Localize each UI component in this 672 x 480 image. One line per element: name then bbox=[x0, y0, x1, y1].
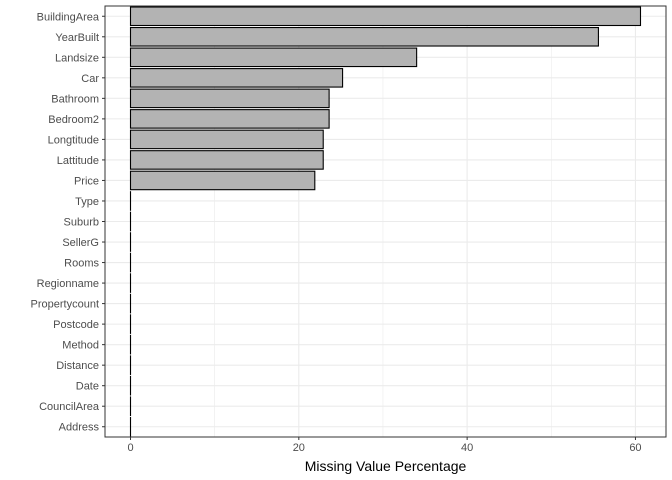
x-tick-label: 20 bbox=[293, 442, 305, 454]
bar bbox=[129, 129, 324, 150]
y-tick-label: BuildingArea bbox=[37, 11, 100, 23]
y-tick-label: Distance bbox=[56, 360, 99, 372]
y-tick-label: Postcode bbox=[53, 319, 99, 331]
x-axis-title: Missing Value Percentage bbox=[305, 458, 467, 474]
y-tick-label: Landsize bbox=[55, 52, 99, 64]
y-tick-label: Price bbox=[74, 175, 99, 187]
y-tick-label: Type bbox=[75, 196, 99, 208]
y-tick-label: Suburb bbox=[64, 217, 99, 229]
x-axis-ticks: 0 20 40 60 bbox=[127, 437, 642, 454]
bar bbox=[129, 150, 324, 170]
y-axis-ticks: BuildingArea YearBuilt Landsize Car Bathroom… bbox=[31, 11, 105, 434]
x-tick-label: 40 bbox=[461, 442, 473, 454]
y-tick-label: Car bbox=[81, 73, 99, 85]
y-tick-label: Rooms bbox=[64, 258, 99, 270]
bar bbox=[129, 6, 642, 27]
bar bbox=[129, 26, 599, 47]
x-tick-label: 0 bbox=[127, 442, 133, 454]
y-tick-label: Lattitude bbox=[57, 155, 99, 167]
y-tick-label: Propertycount bbox=[31, 299, 99, 311]
bar bbox=[129, 109, 330, 129]
y-tick-label: Bedroom2 bbox=[48, 114, 99, 126]
y-tick-label: CouncilArea bbox=[39, 401, 100, 413]
bars bbox=[129, 6, 642, 437]
y-tick-label: SellerG bbox=[62, 237, 99, 249]
bar bbox=[129, 68, 344, 88]
x-tick-label: 60 bbox=[629, 442, 641, 454]
bar bbox=[129, 170, 316, 191]
y-tick-label: Address bbox=[59, 422, 100, 434]
y-tick-label: Method bbox=[62, 340, 99, 352]
bar bbox=[129, 88, 330, 109]
y-tick-label: Date bbox=[76, 381, 99, 393]
bar bbox=[129, 47, 418, 68]
y-tick-label: YearBuilt bbox=[55, 32, 99, 44]
y-tick-label: Regionname bbox=[37, 278, 99, 290]
y-tick-label: Bathroom bbox=[51, 93, 99, 105]
y-tick-label: Longtitude bbox=[48, 134, 99, 146]
